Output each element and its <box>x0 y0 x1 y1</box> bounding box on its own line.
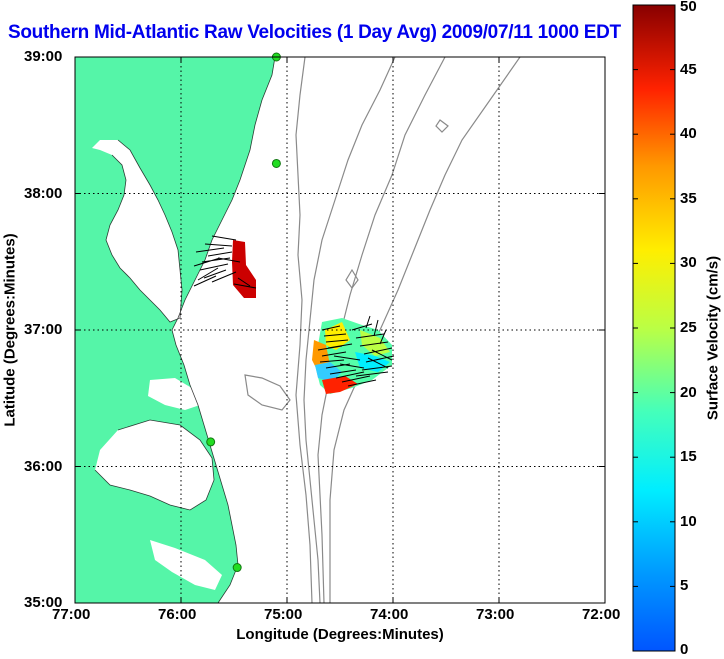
x-tick-label: 75:00 <box>264 606 303 623</box>
colorbar-tick-label: 20 <box>680 383 697 401</box>
colorbar-tick-label: 0 <box>680 641 689 658</box>
station-marker <box>232 563 242 573</box>
axis-ticks <box>75 57 605 603</box>
station-marker <box>271 158 281 168</box>
y-axis-label: Latitude (Degrees:Minutes) <box>1 233 19 427</box>
x-tick-label: 72:00 <box>582 606 621 623</box>
colorbar-tick-label: 25 <box>680 319 697 336</box>
x-tick-label: 74:00 <box>370 606 409 623</box>
bathymetry-contours <box>244 57 521 603</box>
colorbar-tick-label: 30 <box>680 254 697 272</box>
y-tick-label: 36:00 <box>24 458 63 475</box>
colorbar-tick-label: 10 <box>680 512 697 530</box>
x-axis-label: Longitude (Degrees:Minutes) <box>236 626 444 643</box>
patch-blue <box>315 362 342 382</box>
x-tick-label: 76:00 <box>158 606 197 623</box>
y-tick-label: 35:00 <box>24 594 63 611</box>
station-marker <box>206 437 216 447</box>
pamlico-sound <box>95 420 214 510</box>
colorbar-tick-label: 5 <box>680 577 689 595</box>
chesapeake-mouth-patch <box>232 240 256 298</box>
x-tick-label: 77:00 <box>52 606 91 623</box>
colorbar-tick-label: 45 <box>680 60 697 78</box>
y-tick-label: 39:00 <box>24 48 63 65</box>
colorbar-ticks <box>633 4 675 652</box>
colorbar-tick-label: 35 <box>680 189 697 207</box>
albemarle-sound <box>148 378 200 410</box>
southern-sound <box>150 540 222 590</box>
x-tick-label: 73:00 <box>476 606 515 623</box>
velocity-vectors <box>193 235 395 387</box>
coastline <box>94 57 276 603</box>
colorbar-tick-label: 15 <box>680 448 697 466</box>
grid <box>75 57 605 603</box>
radar-stations <box>206 52 281 573</box>
colorbar-tick-label: 40 <box>680 125 697 143</box>
colorbar-label: Surface Velocity (cm/s) <box>704 255 722 421</box>
patch-yellow <box>325 322 350 350</box>
map-title: Southern Mid-Atlantic Raw Velocities (1 … <box>8 22 621 43</box>
y-tick-label: 38:00 <box>24 185 63 202</box>
colorbar <box>633 5 675 651</box>
colorbar-tick-label: 50 <box>680 0 697 15</box>
y-tick-label: 37:00 <box>24 321 63 338</box>
chesapeake-bay <box>92 140 182 322</box>
